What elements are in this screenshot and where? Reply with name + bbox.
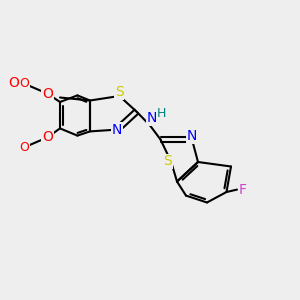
Text: F: F xyxy=(238,184,246,197)
Text: N: N xyxy=(112,123,122,136)
Text: O: O xyxy=(19,141,29,154)
Text: O: O xyxy=(42,87,53,100)
Text: O: O xyxy=(42,130,53,144)
Text: S: S xyxy=(164,154,172,168)
Text: O: O xyxy=(8,76,19,90)
Text: N: N xyxy=(187,130,197,143)
Text: N: N xyxy=(146,111,157,125)
Text: S: S xyxy=(115,85,124,99)
Text: H: H xyxy=(157,107,166,120)
Text: O: O xyxy=(19,76,29,90)
